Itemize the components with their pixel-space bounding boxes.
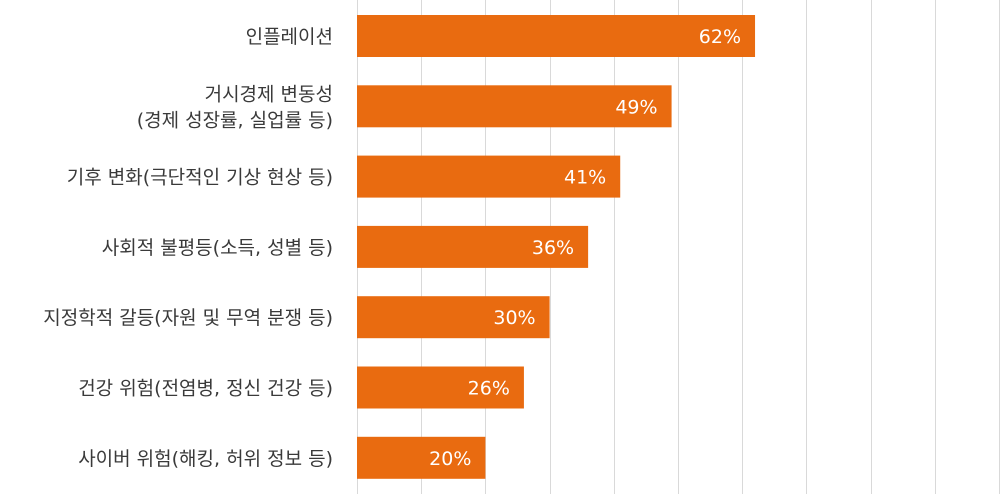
category-label-line: 지정학적 갈등(자원 및 무역 분쟁 등) [43,307,333,329]
category-label-line: 거시경제 변동성 [205,83,333,105]
category-label: 거시경제 변동성 (경제 성장률, 실업률 등) [137,83,333,131]
bar-value-label: 49% [615,96,657,118]
bar-value-label: 62% [699,26,741,48]
bars: 62% 49% 41% 36% 30% 26% 20% [357,15,756,479]
bar-value-label: 26% [468,378,510,400]
bar-value-label: 41% [564,167,606,189]
bar [357,85,672,128]
category-label-line: 사회적 불평등(소득, 성별 등) [102,237,333,259]
category-label: 인플레이션 [246,26,333,48]
category-label: 사이버 위험(해킹, 허위 정보 등) [78,448,333,470]
bar-value-label: 30% [493,307,535,329]
category-label: 지정학적 갈등(자원 및 무역 분쟁 등) [43,307,333,329]
bar [357,155,621,198]
bar [357,366,524,409]
bar [357,296,550,339]
bar [357,225,589,268]
bar-value-label: 36% [532,237,574,259]
bar [357,436,486,479]
category-label-line: 인플레이션 [246,26,333,48]
category-label-line: 건강 위험(전염병, 정신 건강 등) [78,378,333,400]
bar [357,15,756,57]
category-label: 건강 위험(전염병, 정신 건강 등) [78,378,333,400]
category-label-line: 기후 변화(극단적인 기상 현상 등) [67,167,333,189]
category-label-line: (경제 성장률, 실업률 등) [137,109,333,131]
category-label-line: 사이버 위험(해킹, 허위 정보 등) [78,448,333,470]
bar-value-label: 20% [429,448,471,470]
category-label: 기후 변화(극단적인 기상 현상 등) [67,167,333,189]
category-label: 사회적 불평등(소득, 성별 등) [102,237,333,259]
